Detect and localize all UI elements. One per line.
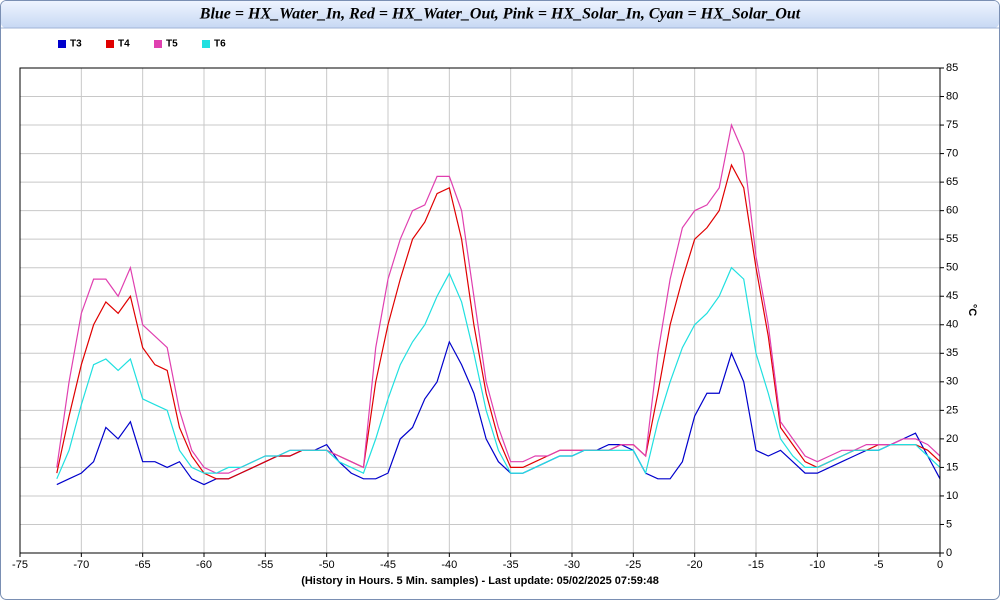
- x-tick-label: -60: [196, 559, 212, 571]
- x-tick-label: 0: [937, 559, 943, 571]
- legend-swatch: [58, 40, 66, 48]
- legend-label: T5: [166, 39, 178, 50]
- x-tick-label: -40: [441, 559, 457, 571]
- y-tick-label: 80: [946, 90, 958, 102]
- x-tick-label: -30: [564, 559, 580, 571]
- y-tick-label: 35: [946, 347, 958, 359]
- y-tick-label: 85: [946, 62, 958, 74]
- legend-label: T6: [214, 39, 226, 50]
- y-tick-label: 0: [946, 547, 952, 559]
- chart-title: Blue = HX_Water_In, Red = HX_Water_Out, …: [199, 6, 801, 23]
- series-line: [56, 266, 941, 480]
- x-tick-label: -50: [319, 559, 335, 571]
- title-bar: [1, 1, 999, 28]
- plot: [56, 123, 941, 486]
- series-line: [56, 340, 941, 486]
- y-tick-label: 10: [946, 490, 958, 502]
- y-tick-label: 25: [946, 404, 958, 416]
- legend-swatch: [154, 40, 162, 48]
- y-tick-label: 75: [946, 119, 958, 131]
- y-tick-label: 45: [946, 290, 958, 302]
- y-tick-label: 5: [946, 518, 952, 530]
- x-tick-label: -25: [625, 559, 641, 571]
- legend-label: T4: [118, 39, 130, 50]
- x-tick-label: -65: [135, 559, 151, 571]
- y-tick-label: 65: [946, 176, 958, 188]
- y-tick-label: 50: [946, 262, 958, 274]
- legend-swatch: [202, 40, 210, 48]
- y-tick-label: 40: [946, 319, 958, 331]
- y-tick-label: 15: [946, 461, 958, 473]
- series-line: [56, 123, 941, 474]
- x-tick-label: -75: [12, 559, 28, 571]
- grid: 0 5 10 15 20 25 30 35 40 45 50 55 60 65 70 75 80 85 -75 -70…: [12, 62, 958, 571]
- x-tick-label: -70: [73, 559, 89, 571]
- plot-border: [19, 67, 941, 554]
- legend-swatch: [106, 40, 114, 48]
- y-tick-label: 30: [946, 376, 958, 388]
- y-tick-label: 20: [946, 433, 958, 445]
- y-tick-label: 55: [946, 233, 958, 245]
- y-tick-label: 70: [946, 147, 958, 159]
- x-tick-label: -10: [809, 559, 825, 571]
- x-tick-label: -45: [380, 559, 396, 571]
- x-tick-label: -15: [748, 559, 764, 571]
- x-tick-label: -5: [874, 559, 884, 571]
- x-tick-label: -55: [257, 559, 273, 571]
- legend: T3 T4 T5 T6: [58, 39, 226, 50]
- y-tick-label: 60: [946, 205, 958, 217]
- x-axis-label: (History in Hours. 5 Min. samples) - Las…: [301, 575, 659, 587]
- legend-label: T3: [70, 39, 82, 50]
- y-axis-label: °C: [966, 304, 978, 316]
- x-tick-label: -35: [503, 559, 519, 571]
- x-tick-label: -20: [687, 559, 703, 571]
